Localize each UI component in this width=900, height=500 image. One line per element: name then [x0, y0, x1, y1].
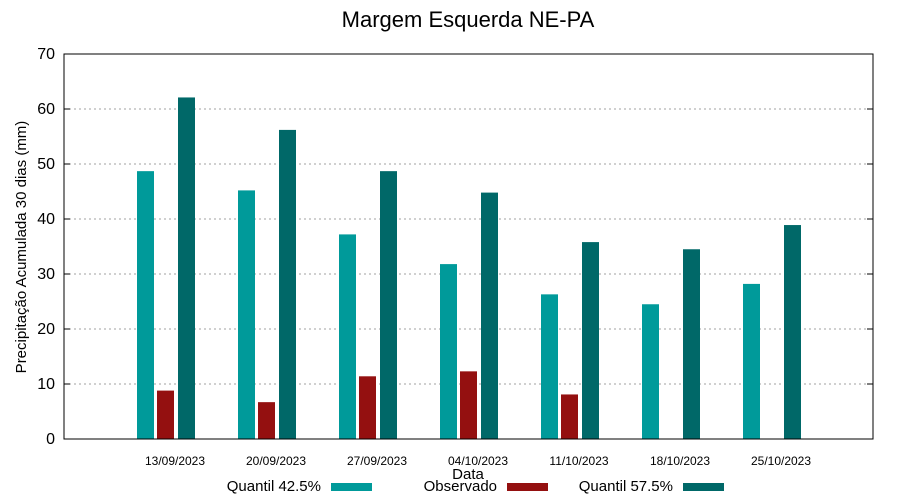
bar-observado: [258, 402, 275, 439]
bar-quantil-42-5: [238, 190, 255, 439]
bar-quantil-42-5: [339, 234, 356, 439]
bar-quantil-42-5: [440, 264, 457, 439]
bar-observado: [460, 371, 477, 439]
bar-quantil-42-5: [541, 294, 558, 439]
y-tick-label: 30: [37, 266, 55, 283]
y-tick-label: 60: [37, 101, 55, 118]
x-tick-label: 13/09/2023: [145, 454, 205, 468]
bar-quantil-57-5: [683, 249, 700, 439]
legend-swatch: [683, 483, 724, 491]
x-tick-label: 25/10/2023: [751, 454, 811, 468]
legend-label: Quantil 42.5%: [227, 478, 321, 495]
bar-quantil-42-5: [137, 171, 154, 439]
legend-label: Quantil 57.5%: [579, 478, 673, 495]
x-axis-ticks: 13/09/2023 20/09/2023 27/09/2023 04/10/2023…: [145, 454, 811, 468]
bar-observado: [157, 390, 174, 439]
bar-quantil-57-5: [279, 129, 296, 439]
legend-swatch: [507, 483, 548, 491]
bar-observado: [561, 394, 578, 439]
legend-swatch: [331, 483, 372, 491]
y-axis-label: Precipitação Acumulada 30 dias (mm): [13, 121, 30, 374]
bar-quantil-42-5: [642, 304, 659, 439]
x-axis-label: Data: [452, 466, 484, 483]
bar-quantil-42-5: [743, 283, 760, 439]
bar-quantil-57-5: [784, 225, 801, 439]
y-tick-label: 70: [37, 46, 55, 63]
legend: Quantil 42.5% Observado Quantil 57.5%: [227, 478, 724, 495]
y-tick-label: 20: [37, 321, 55, 338]
x-tick-label: 27/09/2023: [347, 454, 407, 468]
x-tick-label: 18/10/2023: [650, 454, 710, 468]
y-tick-label: 10: [37, 376, 55, 393]
bars: [137, 97, 801, 439]
bar-quantil-57-5: [178, 97, 195, 439]
y-tick-label: 40: [37, 211, 55, 228]
chart-title: Margem Esquerda NE-PA: [342, 7, 595, 32]
bar-quantil-57-5: [582, 242, 599, 439]
y-tick-label: 50: [37, 156, 55, 173]
y-axis-ticks: 0 10 20 30 40 50 60 70: [37, 46, 873, 448]
bar-quantil-57-5: [481, 192, 498, 439]
legend-label: Observado: [424, 478, 497, 495]
y-tick-label: 0: [46, 431, 55, 448]
bar-quantil-57-5: [380, 171, 397, 439]
x-tick-label: 11/10/2023: [549, 454, 608, 468]
plot-frame: [63, 53, 874, 440]
x-tick-label: 20/09/2023: [246, 454, 306, 468]
x-tick-label: 04/10/2023: [448, 454, 508, 468]
bar-observado: [359, 376, 376, 439]
